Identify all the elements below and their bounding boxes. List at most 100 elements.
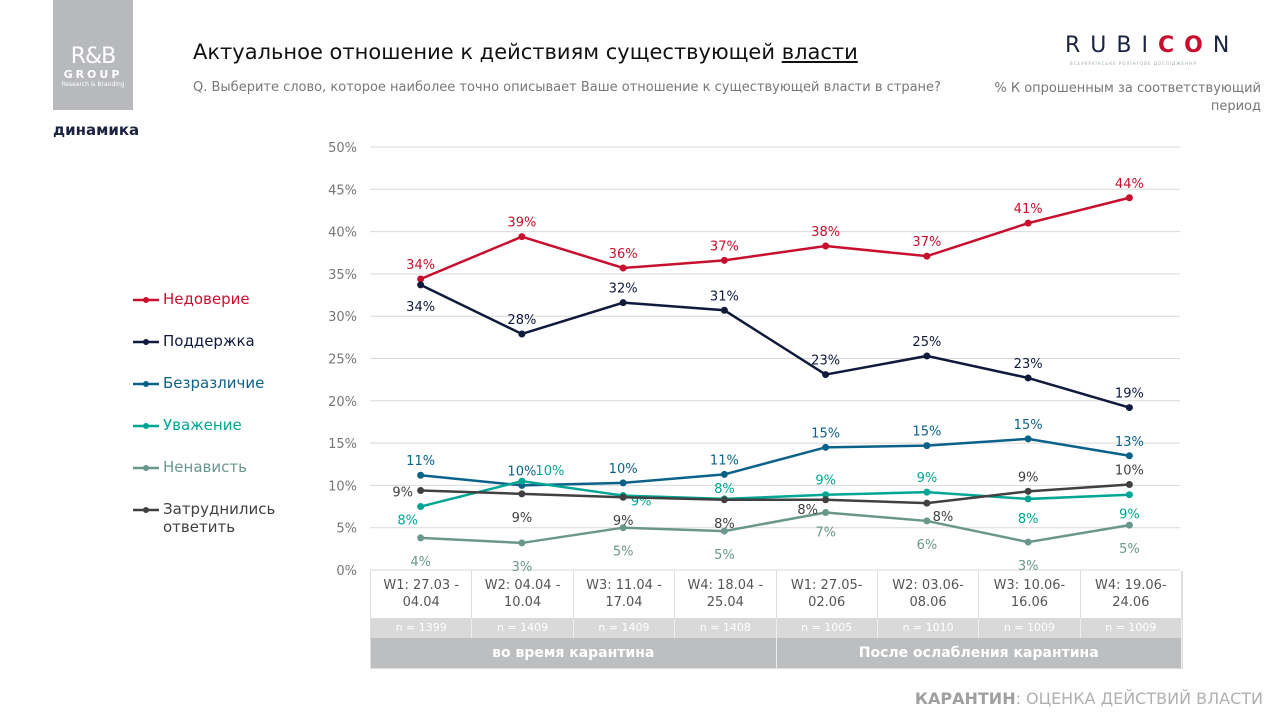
y-tick-label: 0% <box>336 564 357 579</box>
data-label: 11% <box>710 453 739 468</box>
sample-size: n = 1409 <box>472 618 574 638</box>
data-label: 10% <box>609 462 638 477</box>
sample-size: n = 1009 <box>1080 618 1182 638</box>
data-label: 6% <box>917 538 938 553</box>
data-point <box>822 242 830 250</box>
data-label: 8% <box>1018 512 1039 527</box>
data-point <box>822 491 830 499</box>
data-label: 32% <box>609 282 638 297</box>
data-label: 8% <box>714 517 735 532</box>
data-label: 15% <box>1014 418 1043 433</box>
category-label: W3: 11.04 - 17.04 <box>574 571 676 618</box>
legend-item: Недоверие <box>133 290 298 332</box>
y-tick-label: 40% <box>328 226 357 241</box>
data-point <box>923 442 931 450</box>
data-point <box>417 281 425 289</box>
data-point <box>923 488 931 496</box>
logo-text: RUBI <box>1065 33 1158 58</box>
data-point <box>518 477 526 485</box>
logo-text: GROUP <box>63 68 123 81</box>
data-point <box>720 256 728 264</box>
data-point <box>1024 219 1032 227</box>
data-point <box>822 508 830 516</box>
data-point <box>1125 452 1133 460</box>
data-point <box>923 517 931 525</box>
footer: КАРАНТИН: ОЦЕНКА ДЕЙСТВИЙ ВЛАСТИ <box>915 689 1263 708</box>
data-label: 28% <box>507 313 536 328</box>
data-point <box>619 493 627 501</box>
data-label: 7% <box>815 525 836 540</box>
sample-size: n = 1409 <box>573 618 676 638</box>
data-label: 8% <box>797 503 818 518</box>
series-line <box>420 483 1130 505</box>
legend-marker-icon <box>133 423 159 429</box>
rubicon-tagline: ВСЕУКРАЇНСЬКЕ РОЛІНГОВЕ ДОСЛІДЖЕННЯ <box>1070 61 1197 66</box>
legend-marker-icon <box>133 381 159 387</box>
data-label: 37% <box>912 235 941 250</box>
category-label: W1: 27.05- 02.06 <box>777 571 878 618</box>
legend: Недоверие Поддержка Безразличие Уважение Нен… <box>133 290 298 542</box>
category-label: W3: 10.06- 16.06 <box>979 571 1081 618</box>
legend-marker-icon <box>133 465 159 471</box>
legend-label: Безразличие <box>163 374 265 392</box>
series-line <box>420 196 1130 281</box>
sample-size: n = 1399 <box>371 618 473 638</box>
data-label: 44% <box>1115 177 1144 192</box>
legend-label: Недоверие <box>163 290 250 308</box>
sample-size: n = 1408 <box>675 618 777 638</box>
data-point <box>923 352 931 360</box>
data-label: 31% <box>710 289 739 304</box>
data-point <box>619 524 627 532</box>
legend-item: Затруднились ответить <box>133 500 298 542</box>
data-point <box>720 470 728 478</box>
data-point <box>1024 487 1032 495</box>
data-point <box>1125 194 1133 202</box>
legend-marker-icon <box>133 339 159 345</box>
legend-item: Безразличие <box>133 374 298 416</box>
y-tick-label: 20% <box>328 395 357 410</box>
data-point <box>822 443 830 451</box>
data-label: 19% <box>1115 387 1144 402</box>
x-axis-table: W1: 27.03 - 04.04 W2: 04.04 - 10.04 W3: 11… <box>370 571 1183 669</box>
legend-item: Поддержка <box>133 332 298 374</box>
sample-size: n = 1009 <box>979 618 1081 638</box>
data-point <box>417 275 425 283</box>
data-label: 9% <box>1119 508 1140 523</box>
data-point <box>720 496 728 504</box>
legend-label: Поддержка <box>163 332 255 350</box>
logo-text: R&B <box>70 44 117 69</box>
data-point <box>923 499 931 507</box>
series-6: 9% 9% 9% 8% 8% 8% 9% 10% <box>392 464 1144 532</box>
legend-item: Ненависть <box>133 458 298 500</box>
data-label: 23% <box>811 354 840 369</box>
section-label: динамика <box>53 121 140 139</box>
data-label: 9% <box>815 474 836 489</box>
rubicon-logo: RUBICON <box>1065 33 1239 58</box>
data-point <box>417 471 425 479</box>
data-point <box>1125 491 1133 499</box>
data-label: 5% <box>1119 542 1140 557</box>
y-tick-label: 15% <box>328 437 357 452</box>
category-label: W4: 18.04 - 25.04 <box>675 571 777 618</box>
category-label: W2: 04.04 - 10.04 <box>472 571 574 618</box>
data-label: 3% <box>1018 559 1039 574</box>
data-point <box>1024 374 1032 382</box>
footer-text: : ОЦЕНКА ДЕЙСТВИЙ ВЛАСТИ <box>1015 689 1263 708</box>
base-note: % К опрошенным за соответствующий период <box>994 81 1261 114</box>
y-tick-label: 50% <box>328 141 357 156</box>
data-point <box>1125 481 1133 489</box>
data-label: 10% <box>1115 464 1144 479</box>
data-label: 3% <box>512 560 533 575</box>
data-point <box>619 299 627 307</box>
data-point <box>518 233 526 241</box>
data-point <box>1024 435 1032 443</box>
data-label: 34% <box>406 300 435 315</box>
data-point <box>1125 404 1133 412</box>
data-label: 36% <box>609 247 638 262</box>
data-label: 37% <box>710 239 739 254</box>
data-label: 8% <box>397 514 418 529</box>
data-label: 8% <box>714 482 735 497</box>
category-label: W2: 03.06- 08.06 <box>878 571 980 618</box>
series-2: 34% 28% 32% 31% 23% 25% 23% 19% <box>406 281 1144 412</box>
